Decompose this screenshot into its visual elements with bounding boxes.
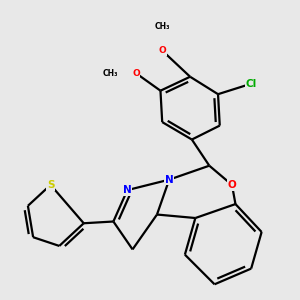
Text: Cl: Cl xyxy=(245,79,257,89)
Text: S: S xyxy=(47,180,54,190)
Text: N: N xyxy=(123,185,132,195)
Text: O: O xyxy=(132,69,140,78)
Text: CH₃: CH₃ xyxy=(102,69,118,78)
Text: O: O xyxy=(158,46,166,55)
Text: N: N xyxy=(165,175,174,185)
Text: O: O xyxy=(228,180,236,190)
Text: CH₃: CH₃ xyxy=(154,22,170,31)
